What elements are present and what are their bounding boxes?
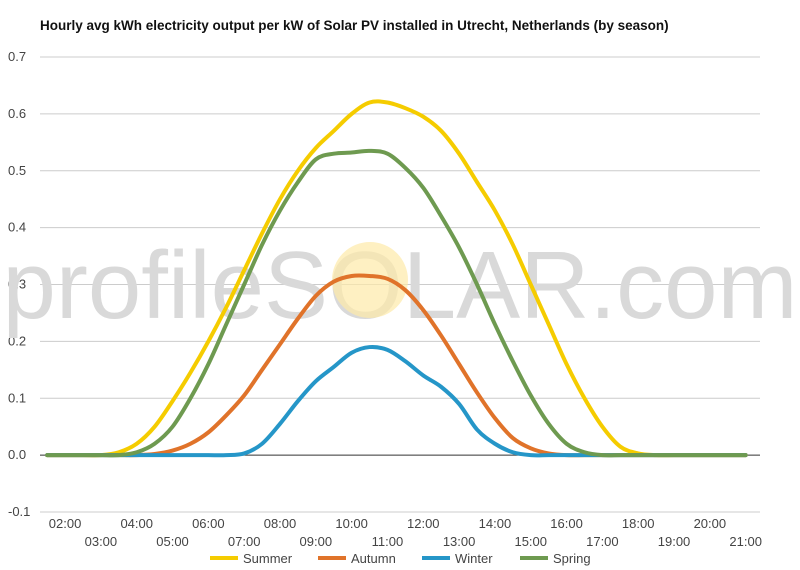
x-tick-label: 19:00 <box>658 534 691 549</box>
series-line-spring <box>45 148 748 458</box>
x-tick-label: 14:00 <box>479 516 512 531</box>
y-tick-label: 0.4 <box>8 220 26 235</box>
y-tick-label: -0.1 <box>8 504 30 519</box>
series-line-winter <box>45 344 748 458</box>
legend-label-winter: Winter <box>455 551 493 566</box>
x-tick-label: 15:00 <box>514 534 547 549</box>
x-tick-label: 18:00 <box>622 516 655 531</box>
legend-label-autumn: Autumn <box>351 551 396 566</box>
x-tick-label: 04:00 <box>120 516 153 531</box>
legend-label-spring: Spring <box>553 551 591 566</box>
x-tick-label: 07:00 <box>228 534 261 549</box>
x-tick-label: 16:00 <box>550 516 583 531</box>
y-tick-label: 0.3 <box>8 277 26 292</box>
y-tick-label: 0.1 <box>8 390 26 405</box>
series-line-summer <box>45 99 748 458</box>
x-tick-label: 10:00 <box>335 516 368 531</box>
x-tick-label: 12:00 <box>407 516 440 531</box>
x-tick-label: 05:00 <box>156 534 189 549</box>
x-tick-label: 02:00 <box>49 516 82 531</box>
x-tick-label: 21:00 <box>729 534 762 549</box>
x-tick-label: 11:00 <box>372 534 404 549</box>
x-tick-label: 06:00 <box>192 516 225 531</box>
y-tick-label: 0.7 <box>8 49 26 64</box>
chart-title: Hourly avg kWh electricity output per kW… <box>40 18 669 33</box>
x-tick-label: 03:00 <box>85 534 118 549</box>
watermark-sun-icon <box>332 242 408 318</box>
x-tick-label: 13:00 <box>443 534 476 549</box>
y-tick-label: 0.2 <box>8 333 26 348</box>
x-tick-label: 20:00 <box>694 516 727 531</box>
x-tick-label: 08:00 <box>264 516 297 531</box>
x-tick-label: 17:00 <box>586 534 619 549</box>
x-tick-label: 09:00 <box>300 534 333 549</box>
legend-label-summer: Summer <box>243 551 293 566</box>
y-tick-label: 0.5 <box>8 163 26 178</box>
y-tick-label: 0.6 <box>8 106 26 121</box>
y-tick-label: 0.0 <box>8 447 26 462</box>
